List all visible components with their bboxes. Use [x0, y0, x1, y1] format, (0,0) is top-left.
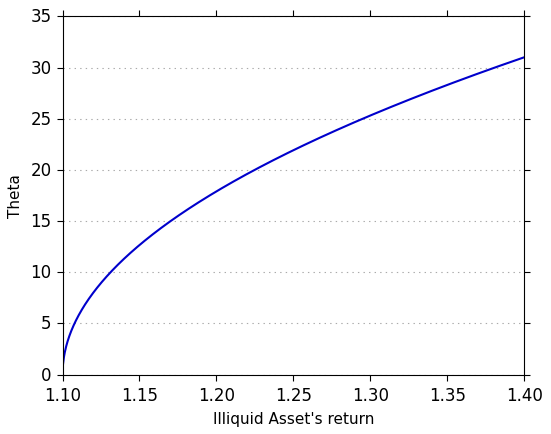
- Y-axis label: Theta: Theta: [8, 174, 23, 218]
- X-axis label: Illiquid Asset's return: Illiquid Asset's return: [213, 411, 374, 426]
